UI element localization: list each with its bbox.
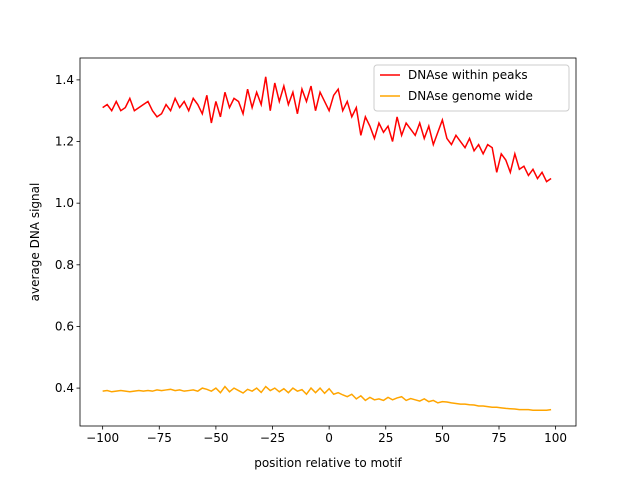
y-tick-label: 1.2 (55, 135, 74, 149)
y-axis-label: average DNA signal (28, 183, 42, 302)
legend-label: DNAse within peaks (408, 68, 528, 82)
data-line (102, 76, 552, 183)
legend: DNAse within peaks DNAse genome wide (373, 64, 570, 112)
x-tick-label: 0 (325, 431, 333, 445)
x-axis-label: position relative to motif (254, 456, 402, 470)
data-line (102, 385, 552, 412)
y-tick-label: 1.4 (55, 73, 74, 87)
x-tick-label: 75 (491, 431, 506, 445)
x-tick-label: −25 (260, 431, 285, 445)
y-tick-label: 0.6 (55, 319, 74, 333)
x-tick-label: −75 (147, 431, 172, 445)
legend-box (373, 64, 570, 112)
x-tick-label: 100 (544, 431, 567, 445)
y-tick-label: 0.4 (55, 381, 74, 395)
x-tick-label: 25 (378, 431, 393, 445)
y-tick-label: 0.8 (55, 258, 74, 272)
x-tick-label: −100 (86, 431, 119, 445)
y-tick-label: 1.0 (55, 196, 74, 210)
x-tick-label: −50 (203, 431, 228, 445)
legend-label: DNAse genome wide (408, 89, 533, 103)
x-tick-label: 50 (435, 431, 450, 445)
plot-frame (79, 57, 577, 427)
